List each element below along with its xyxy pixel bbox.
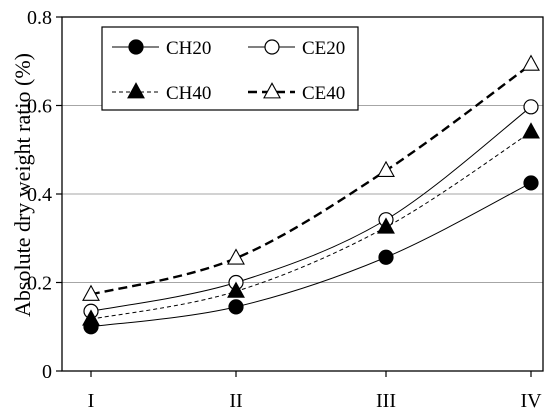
data-point-ch40 <box>82 309 100 326</box>
legend-marker-ch40 <box>127 82 145 99</box>
legend-label-ce40: CE40 <box>302 83 345 104</box>
x-tick-label: IV <box>520 390 542 412</box>
data-point-ch20 <box>523 175 539 191</box>
plot-frame <box>61 16 544 372</box>
data-point-ce40 <box>522 54 540 71</box>
series-line-ch40 <box>90 131 532 320</box>
legend-label-ce20: CE20 <box>302 38 345 59</box>
y-tick-label: 0.6 <box>27 96 52 118</box>
data-point-ce40 <box>82 284 100 301</box>
legend-label-ch20: CH20 <box>166 38 211 59</box>
data-point-ch20 <box>228 299 244 315</box>
data-point-ce20 <box>523 99 539 115</box>
series-line-ch20 <box>90 182 532 328</box>
data-point-ch40 <box>227 281 245 298</box>
axes <box>56 16 544 377</box>
legend-marker-ce40 <box>263 82 281 99</box>
tick-labels: 00.20.40.60.8I II III IV <box>27 7 542 412</box>
series-line-ce20 <box>90 106 532 312</box>
y-axis-label: Absolute dry weight ratio (%) <box>10 53 35 317</box>
x-tick-label: III <box>376 390 396 412</box>
y-tick-label: 0 <box>42 361 52 383</box>
y-tick-label: 0.2 <box>27 273 52 295</box>
legend: CH20 CE20 CH40 CE40 <box>101 26 359 111</box>
legend-marker-ch20 <box>128 39 144 55</box>
legend-box <box>101 26 359 111</box>
x-tick-label: II <box>229 390 242 412</box>
data-point-ce40 <box>227 248 245 265</box>
x-tick-label: I <box>88 390 95 412</box>
series-markers <box>82 54 540 335</box>
series-line-ce40 <box>90 63 532 296</box>
data-point-ce40 <box>377 160 395 177</box>
data-point-ch20 <box>378 249 394 265</box>
legend-label-ch40: CH40 <box>166 83 211 104</box>
data-point-ch40 <box>377 217 395 234</box>
legend-marker-ce20 <box>264 39 280 55</box>
data-point-ch40 <box>522 122 540 139</box>
y-tick-label: 0.8 <box>27 7 52 29</box>
y-tick-label: 0.4 <box>27 184 52 206</box>
series-lines <box>90 63 532 328</box>
